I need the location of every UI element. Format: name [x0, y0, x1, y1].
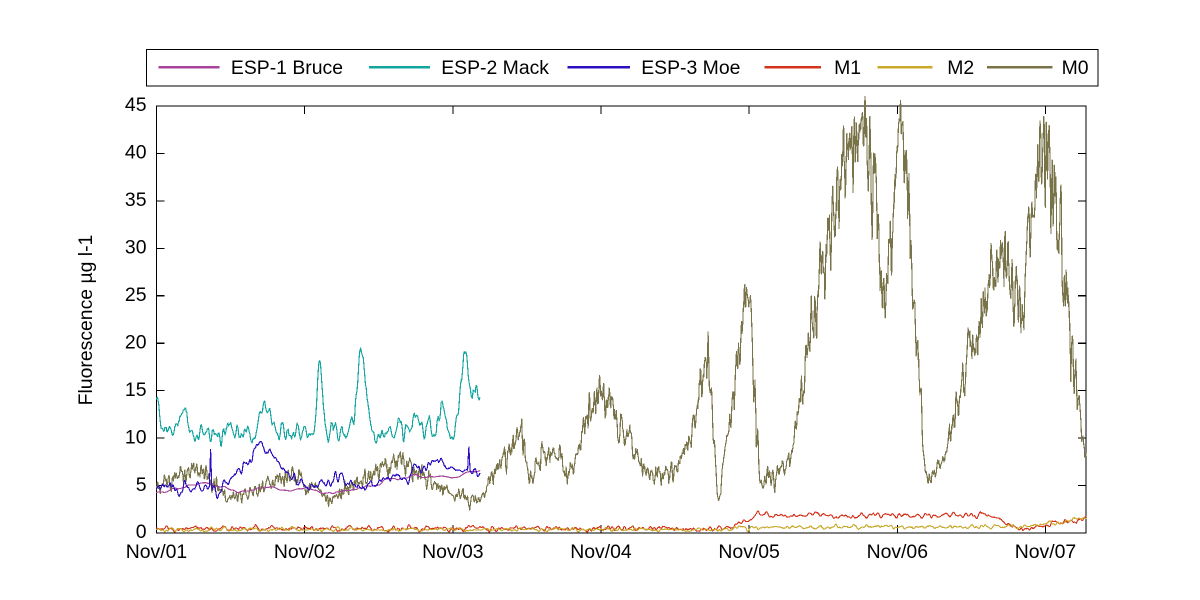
svg-text:20: 20 [125, 331, 147, 353]
svg-text:35: 35 [125, 189, 147, 211]
svg-text:Nov/07: Nov/07 [1015, 541, 1076, 563]
svg-text:30: 30 [125, 237, 147, 259]
svg-text:ESP-1 Bruce: ESP-1 Bruce [231, 57, 343, 79]
svg-text:Nov/02: Nov/02 [274, 541, 335, 563]
svg-text:ESP-3 Moe: ESP-3 Moe [641, 57, 740, 79]
svg-text:10: 10 [125, 426, 147, 448]
svg-text:5: 5 [136, 474, 147, 496]
svg-text:M0: M0 [1062, 57, 1089, 79]
svg-text:M1: M1 [834, 57, 861, 79]
svg-text:40: 40 [125, 142, 147, 164]
svg-text:Nov/03: Nov/03 [422, 541, 483, 563]
svg-text:Nov/05: Nov/05 [718, 541, 779, 563]
svg-text:ESP-2 Mack: ESP-2 Mack [441, 57, 549, 79]
svg-text:Nov/01: Nov/01 [126, 541, 187, 563]
svg-text:Nov/06: Nov/06 [867, 541, 928, 563]
svg-text:M2: M2 [947, 57, 974, 79]
svg-text:45: 45 [125, 94, 147, 116]
svg-text:Nov/04: Nov/04 [570, 541, 632, 563]
svg-text:Fluorescence µg l-1: Fluorescence µg l-1 [75, 235, 97, 406]
svg-text:25: 25 [125, 284, 147, 306]
svg-text:0: 0 [136, 521, 147, 543]
svg-text:15: 15 [125, 379, 147, 401]
